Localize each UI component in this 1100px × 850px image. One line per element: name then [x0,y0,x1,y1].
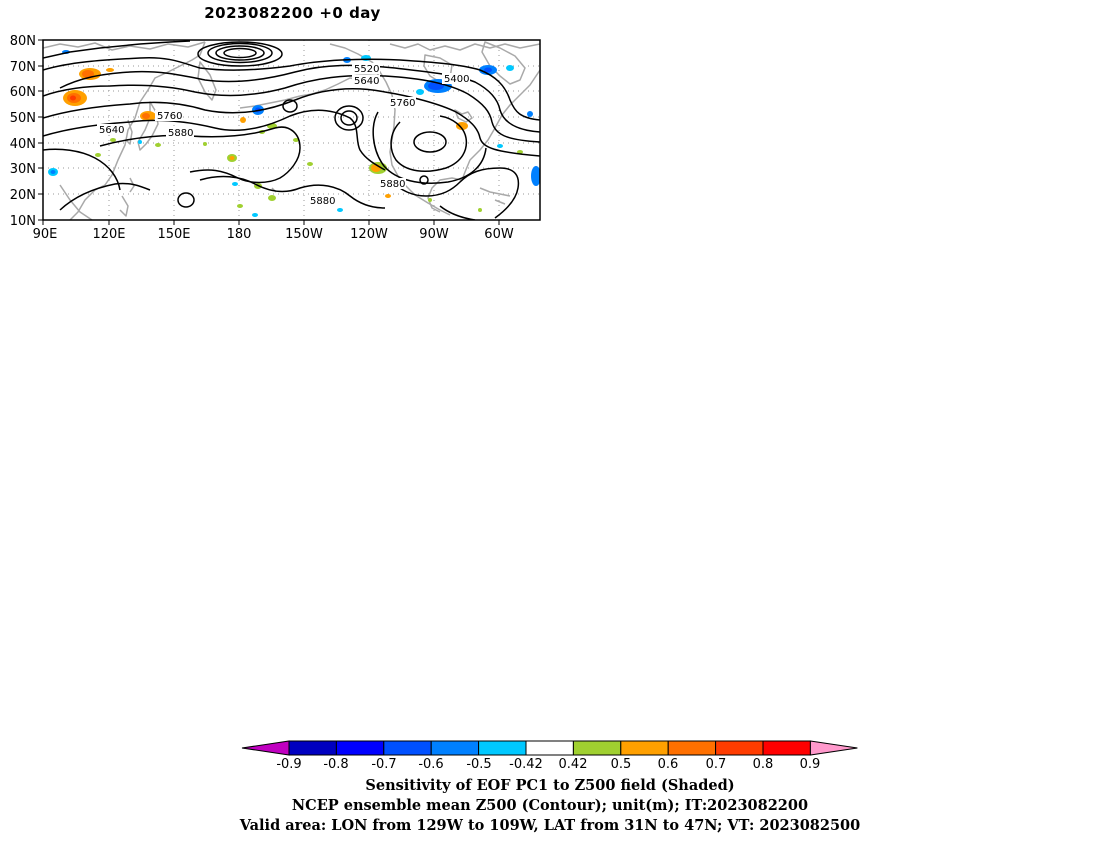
colorbar-box [430,740,480,756]
colorbar-label: 0.8 [753,757,774,772]
z500-contours [43,40,540,220]
lon-label-90e: 90E [33,227,58,242]
lon-label-150w: 150W [285,227,323,242]
map-panel: 5520 5640 5400 5760 5640 5760 5880 5880 … [10,34,541,242]
colorbar-box [572,740,622,756]
contour-labels: 5520 5640 5400 5760 5640 5760 5880 5880 … [97,63,470,207]
lon-label-150e: 150E [157,227,190,242]
lat-label-30n: 30N [10,162,36,177]
caption-line-1: Sensitivity of EOF PC1 to Z500 field (Sh… [365,777,735,794]
contour-label-5520: 5520 [354,64,379,75]
colorbar-labels: -0.9 -0.8 -0.7 -0.6 -0.5 -0.42 0.42 0.5 … [276,757,820,772]
contour-label-5400: 5400 [444,74,469,85]
lon-label-60w: 60W [484,227,514,242]
colorbar-box [288,740,337,756]
lon-labels: 90E 120E 150E 180 150W 120W 90W 60W [33,227,514,242]
lon-label-90w: 90W [419,227,449,242]
colorbar-box [715,740,764,756]
colorbar-label: 0.9 [800,757,821,772]
colorbar-end-low [241,740,290,756]
axis-ticks [38,39,500,225]
caption-line-2: NCEP ensemble mean Z500 (Contour); unit(… [291,797,809,814]
lat-label-70n: 70N [10,60,36,75]
lon-label-120e: 120E [92,227,125,242]
map-frame [42,39,541,221]
lat-label-80n: 80N [10,34,36,49]
colorbar-label: 0.42 [559,757,588,772]
contour-label-5760-west: 5760 [157,111,182,122]
colorbar-end-high [809,740,858,756]
colorbar-label: -0.5 [466,757,491,772]
map-title: 2023082200 +0 day [204,4,381,22]
lon-label-120w: 120W [350,227,388,242]
colorbar-label: 0.5 [611,757,632,772]
lat-label-40n: 40N [10,137,36,152]
colorbar-label: -0.6 [418,757,443,772]
colorbar-box [525,740,574,756]
contour-label-5640-east: 5640 [354,76,379,87]
colorbar-box [335,740,385,756]
contour-label-5640-west: 5640 [99,125,124,136]
contour-label-5880-south: 5880 [310,196,335,207]
lat-label-60n: 60N [10,85,36,100]
lat-label-10n: 10N [10,214,36,229]
colorbar-boxes [241,740,858,756]
contour-label-5880-west: 5880 [168,128,193,139]
colorbar-box [478,740,527,756]
caption-line-3: Valid area: LON from 129W to 109W, LAT f… [239,817,861,834]
colorbar-label: -0.7 [371,757,396,772]
colorbar-box [762,740,811,756]
lon-label-180: 180 [227,227,252,242]
colorbar-box [667,740,717,756]
lat-label-50n: 50N [10,111,36,126]
colorbar-label: 0.6 [658,757,679,772]
lat-label-20n: 20N [10,188,36,203]
colorbar-label: 0.7 [706,757,727,772]
colorbar-box [383,740,432,756]
colorbar-box [620,740,669,756]
colorbar-label: -0.8 [323,757,348,772]
colorbar-label: -0.9 [276,757,301,772]
contour-label-5760-east: 5760 [390,98,415,109]
lat-labels: 80N 70N 60N 50N 40N 30N 20N 10N [10,34,36,229]
contour-label-5880-east: 5880 [380,179,405,190]
colorbar-label: -0.42 [509,757,543,772]
